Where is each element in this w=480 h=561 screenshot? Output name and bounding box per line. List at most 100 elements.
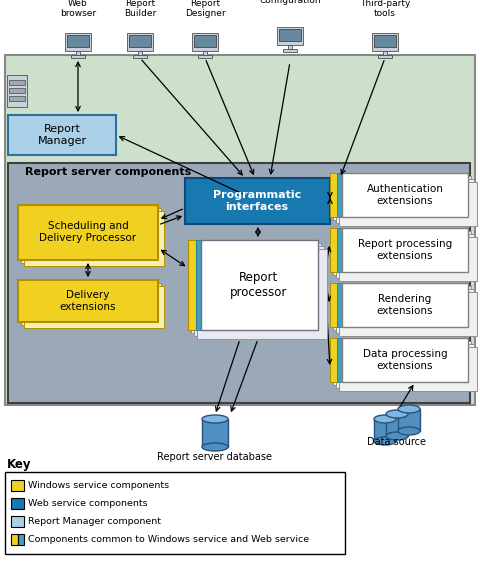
FancyBboxPatch shape <box>67 35 89 47</box>
FancyBboxPatch shape <box>385 414 407 436</box>
FancyBboxPatch shape <box>336 173 341 217</box>
Text: Delivery
extensions: Delivery extensions <box>60 290 116 312</box>
FancyBboxPatch shape <box>341 173 467 217</box>
FancyBboxPatch shape <box>188 240 195 330</box>
Ellipse shape <box>202 415 228 423</box>
FancyBboxPatch shape <box>185 178 329 224</box>
FancyBboxPatch shape <box>24 286 164 328</box>
FancyBboxPatch shape <box>377 55 391 58</box>
FancyBboxPatch shape <box>332 176 470 220</box>
FancyBboxPatch shape <box>191 243 320 333</box>
Ellipse shape <box>373 437 395 445</box>
FancyBboxPatch shape <box>282 49 296 52</box>
FancyBboxPatch shape <box>9 80 25 85</box>
Text: Third-party
tools: Third-party tools <box>359 0 409 18</box>
Text: Authentication
extensions: Authentication extensions <box>366 184 443 206</box>
FancyBboxPatch shape <box>336 228 341 272</box>
Text: Report
Builder: Report Builder <box>124 0 156 18</box>
Text: Rendering
extensions: Rendering extensions <box>376 294 432 316</box>
Text: Report server components: Report server components <box>25 167 191 177</box>
Text: Report server database: Report server database <box>157 452 272 462</box>
FancyBboxPatch shape <box>76 51 80 55</box>
FancyBboxPatch shape <box>329 338 336 382</box>
FancyBboxPatch shape <box>332 286 470 330</box>
FancyBboxPatch shape <box>373 35 395 47</box>
FancyBboxPatch shape <box>71 55 85 58</box>
FancyBboxPatch shape <box>8 163 469 403</box>
FancyBboxPatch shape <box>133 55 147 58</box>
Text: Programmatic
interfaces: Programmatic interfaces <box>213 190 300 212</box>
FancyBboxPatch shape <box>192 33 217 51</box>
FancyBboxPatch shape <box>198 55 212 58</box>
FancyBboxPatch shape <box>5 55 474 405</box>
FancyBboxPatch shape <box>5 472 344 554</box>
Text: Report
processor: Report processor <box>230 271 287 299</box>
Text: Reporting
Services
Configuration: Reporting Services Configuration <box>259 0 320 5</box>
FancyBboxPatch shape <box>373 419 395 441</box>
FancyBboxPatch shape <box>21 283 161 325</box>
FancyBboxPatch shape <box>9 96 25 101</box>
Ellipse shape <box>385 432 407 440</box>
FancyBboxPatch shape <box>201 240 317 330</box>
FancyBboxPatch shape <box>8 115 116 155</box>
FancyBboxPatch shape <box>18 280 157 322</box>
Text: Scheduling and
Delivery Processor: Scheduling and Delivery Processor <box>39 221 136 243</box>
Text: Key: Key <box>7 458 31 471</box>
Text: Report
Designer: Report Designer <box>184 0 225 18</box>
Text: Data source: Data source <box>367 437 426 447</box>
FancyBboxPatch shape <box>329 283 336 327</box>
Ellipse shape <box>397 427 419 435</box>
FancyBboxPatch shape <box>197 249 326 339</box>
FancyBboxPatch shape <box>202 419 228 447</box>
FancyBboxPatch shape <box>11 498 24 509</box>
FancyBboxPatch shape <box>341 338 467 382</box>
FancyBboxPatch shape <box>18 205 157 260</box>
FancyBboxPatch shape <box>332 341 470 385</box>
FancyBboxPatch shape <box>65 33 91 51</box>
Text: Web service components: Web service components <box>28 499 147 508</box>
FancyBboxPatch shape <box>18 534 24 545</box>
Text: Report Manager component: Report Manager component <box>28 517 161 526</box>
Ellipse shape <box>202 443 228 451</box>
FancyBboxPatch shape <box>341 228 467 272</box>
FancyBboxPatch shape <box>276 27 302 45</box>
Text: Components common to Windows service and Web service: Components common to Windows service and… <box>28 535 309 544</box>
Text: Web
browser: Web browser <box>60 0 96 18</box>
FancyBboxPatch shape <box>382 51 386 55</box>
FancyBboxPatch shape <box>11 480 24 491</box>
FancyBboxPatch shape <box>24 211 164 266</box>
FancyBboxPatch shape <box>338 182 476 226</box>
FancyBboxPatch shape <box>371 33 397 51</box>
FancyBboxPatch shape <box>397 409 419 431</box>
FancyBboxPatch shape <box>11 534 18 545</box>
FancyBboxPatch shape <box>332 231 470 275</box>
FancyBboxPatch shape <box>9 88 25 93</box>
Text: Windows service components: Windows service components <box>28 481 169 490</box>
FancyBboxPatch shape <box>278 29 300 41</box>
FancyBboxPatch shape <box>11 516 24 527</box>
FancyBboxPatch shape <box>336 344 473 388</box>
Ellipse shape <box>373 415 395 423</box>
Ellipse shape <box>385 410 407 418</box>
FancyBboxPatch shape <box>338 237 476 281</box>
FancyBboxPatch shape <box>338 292 476 336</box>
Text: Data processing
extensions: Data processing extensions <box>362 349 446 371</box>
FancyBboxPatch shape <box>193 246 324 336</box>
FancyBboxPatch shape <box>338 347 476 391</box>
FancyBboxPatch shape <box>21 208 161 263</box>
Text: Report processing
extensions: Report processing extensions <box>357 239 451 261</box>
FancyBboxPatch shape <box>288 45 291 49</box>
FancyBboxPatch shape <box>336 179 473 223</box>
FancyBboxPatch shape <box>329 228 336 272</box>
FancyBboxPatch shape <box>203 51 206 55</box>
FancyBboxPatch shape <box>336 234 473 278</box>
FancyBboxPatch shape <box>129 35 151 47</box>
FancyBboxPatch shape <box>329 173 336 217</box>
FancyBboxPatch shape <box>193 35 216 47</box>
Ellipse shape <box>397 405 419 413</box>
FancyBboxPatch shape <box>195 240 201 330</box>
FancyBboxPatch shape <box>336 338 341 382</box>
FancyBboxPatch shape <box>138 51 142 55</box>
FancyBboxPatch shape <box>336 289 473 333</box>
FancyBboxPatch shape <box>341 283 467 327</box>
